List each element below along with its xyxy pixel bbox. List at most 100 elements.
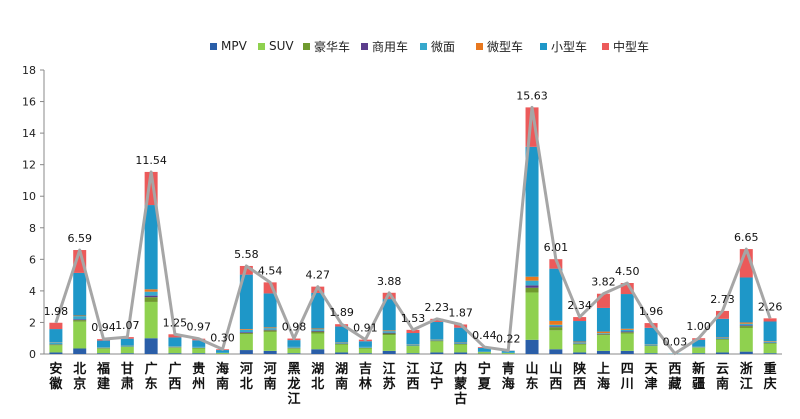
x-tick-label: 北 xyxy=(311,377,324,392)
bar-segment xyxy=(168,353,182,354)
bar-segment xyxy=(644,344,658,346)
x-tick-label: 西 xyxy=(573,377,586,392)
x-tick-label: 重 xyxy=(764,361,777,377)
data-label: 1.87 xyxy=(448,306,473,319)
total-line xyxy=(54,105,772,356)
bar-segment xyxy=(382,332,396,334)
legend-label: 豪华车 xyxy=(314,39,351,54)
bar-segment xyxy=(144,205,158,290)
x-tick-label: 福 xyxy=(96,361,110,377)
bar-segment xyxy=(715,352,729,354)
bar-segment xyxy=(620,329,634,332)
legend-item: 豪华车 xyxy=(303,38,350,54)
legend-item: 微型车 xyxy=(476,38,523,54)
bar-segment xyxy=(144,301,158,339)
bar-segment xyxy=(263,293,277,328)
bar-segment xyxy=(239,350,253,354)
bar-segment xyxy=(239,332,253,334)
bar-segment xyxy=(97,348,111,354)
x-tick-label: 龙 xyxy=(287,376,300,392)
bar-segment xyxy=(739,326,753,328)
bar-segment xyxy=(596,293,610,308)
legend-swatch xyxy=(476,42,483,50)
data-label: 4.27 xyxy=(306,269,331,282)
bar-segment xyxy=(358,341,372,347)
bar-segment xyxy=(549,324,563,327)
bar-segment xyxy=(454,342,468,344)
bar-segment xyxy=(644,346,658,354)
x-tick-label: 肃 xyxy=(121,376,134,392)
bar-segment xyxy=(49,322,63,330)
bar-segment xyxy=(335,343,349,345)
bar-segment xyxy=(311,292,325,329)
bar-segment xyxy=(573,343,587,345)
x-tick-label: 广 xyxy=(168,361,181,377)
x-tick-label: 林 xyxy=(359,376,372,392)
bar-segment xyxy=(454,344,468,353)
legend-swatch xyxy=(602,42,609,50)
bar-segment xyxy=(73,320,87,322)
legend-item: 中型车 xyxy=(602,38,649,54)
x-tick-label: 夏 xyxy=(477,377,492,392)
legend-swatch xyxy=(420,42,427,50)
data-label: 0.44 xyxy=(472,329,497,342)
bar-segment xyxy=(573,321,587,342)
bar-segment xyxy=(549,259,563,269)
x-tick-label: 湖 xyxy=(311,362,324,377)
y-tick-label: 16 xyxy=(22,96,36,109)
x-tick-label: 安 xyxy=(49,361,62,377)
bar-segment xyxy=(120,346,134,354)
bar-segment xyxy=(358,347,372,348)
bar-segment xyxy=(73,316,87,320)
legend-label: 微型车 xyxy=(487,39,524,54)
x-tick-label: 宁 xyxy=(430,376,443,392)
bar-segment xyxy=(311,330,325,332)
bar-segment xyxy=(620,283,634,295)
bar-segment xyxy=(287,353,301,354)
bar-segment xyxy=(311,329,325,331)
bar-segment xyxy=(311,333,325,350)
bar-segment xyxy=(73,319,87,321)
legend-item: 微面 xyxy=(420,38,455,54)
bar-segment xyxy=(620,294,634,329)
x-tick-label: 建 xyxy=(97,376,110,392)
bar-segment xyxy=(525,146,539,277)
bar-segment xyxy=(525,339,539,354)
x-tick-label: 广 xyxy=(145,361,158,377)
x-tick-label: 上 xyxy=(597,362,610,377)
x-tick-label: 江 xyxy=(406,361,419,377)
bar-segment xyxy=(73,315,87,317)
bar-segment xyxy=(454,343,468,345)
legend-swatch xyxy=(540,42,547,50)
bar-segment xyxy=(97,340,111,348)
y-tick-label: 8 xyxy=(29,222,36,235)
x-tick-label: 南 xyxy=(216,376,229,392)
x-tick-label: 浙 xyxy=(740,361,753,377)
bar-segment xyxy=(596,307,610,332)
data-label: 6.59 xyxy=(67,232,92,245)
bar-segment xyxy=(620,333,634,351)
bar-segment xyxy=(239,274,253,330)
y-tick-label: 10 xyxy=(22,190,36,203)
x-tick-label: 山 xyxy=(526,361,539,377)
bar-segment xyxy=(430,352,444,354)
bar-segment xyxy=(120,338,134,346)
x-tick-label: 宁 xyxy=(478,361,491,377)
legend-item: MPV xyxy=(210,38,247,54)
data-label: 0.22 xyxy=(496,333,521,346)
bar-segment xyxy=(49,342,63,345)
bar-segment xyxy=(549,327,563,331)
bar-segment xyxy=(73,321,87,349)
bar-segment xyxy=(477,347,491,352)
data-label: 0.03 xyxy=(663,336,688,349)
bar-segment xyxy=(692,353,706,354)
data-label: 2.34 xyxy=(567,299,592,312)
bar-segment xyxy=(239,333,253,335)
bar-segment xyxy=(335,344,349,353)
bar-segment xyxy=(73,272,87,316)
data-label: 1.89 xyxy=(329,306,354,319)
bar-segment xyxy=(739,277,753,323)
bar-segment xyxy=(477,352,491,354)
bar-segment xyxy=(739,351,753,354)
bar-segment xyxy=(596,335,610,351)
